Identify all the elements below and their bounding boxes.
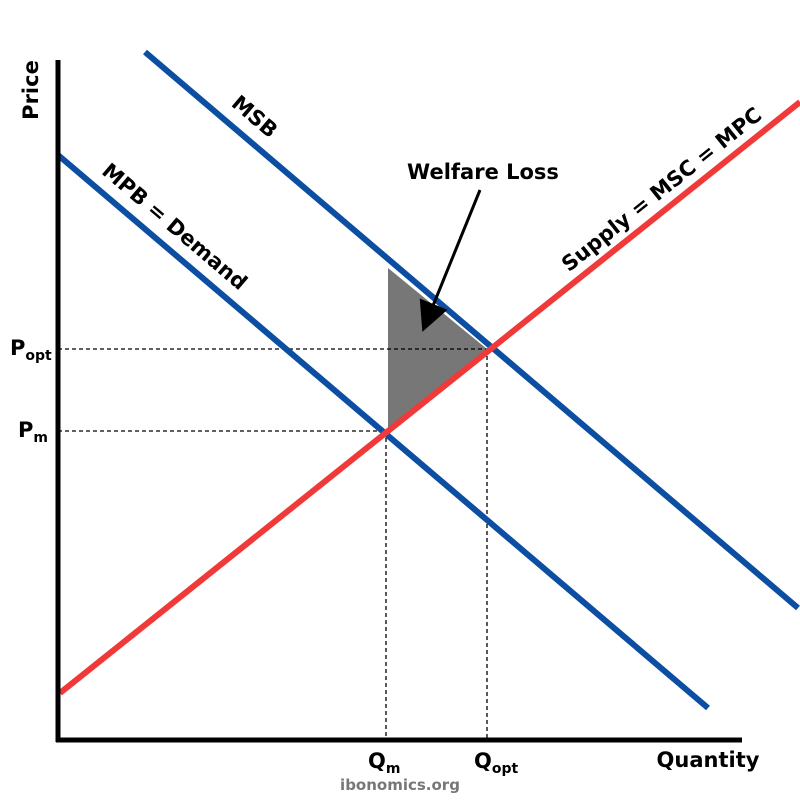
q-m-label: Qm xyxy=(368,749,400,777)
annotation-arrow xyxy=(419,189,482,332)
label-main: Q xyxy=(368,749,386,773)
supply-curve xyxy=(58,99,800,696)
label-main: P xyxy=(10,336,25,360)
msb-label: MSB xyxy=(227,91,282,143)
p-m-label: Pm xyxy=(18,418,48,446)
label-sub: m xyxy=(386,761,401,777)
supply-label: Supply = MSC = MPC xyxy=(557,103,766,277)
label-main: P xyxy=(18,418,33,442)
p-opt-label: Popt xyxy=(10,336,52,364)
label-main: Q xyxy=(474,749,492,773)
y-axis-label: Price xyxy=(19,60,43,120)
label-sub: opt xyxy=(25,348,52,364)
watermark: ibonomics.org xyxy=(340,776,460,794)
annotation: Welfare Loss xyxy=(407,160,559,184)
label-sub: opt xyxy=(492,761,519,777)
msb-curve xyxy=(143,49,800,611)
demand-label: MPB = Demand xyxy=(97,158,251,294)
x-axis-label: Quantity xyxy=(657,748,760,772)
label-sub: m xyxy=(33,430,48,446)
q-opt-label: Qopt xyxy=(474,749,518,777)
